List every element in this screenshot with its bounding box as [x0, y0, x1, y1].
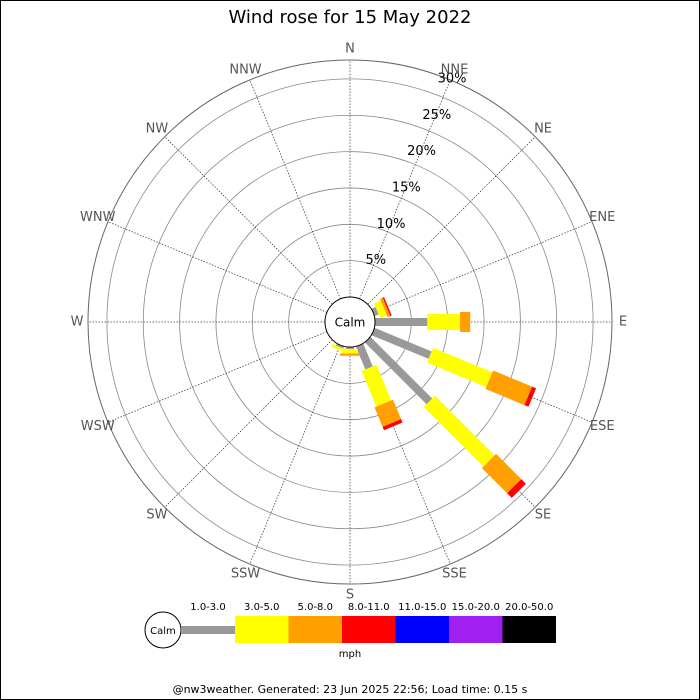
wind-segment [507, 479, 526, 498]
r-tick-label: 15% [392, 180, 421, 195]
wind-segment [374, 300, 387, 319]
direction-label: SE [535, 508, 551, 523]
footer: @nw3weather. Generated: 23 Jun 2025 22:5… [173, 683, 528, 696]
wind-segment [382, 419, 403, 431]
wind-segment [382, 297, 392, 317]
direction-label: WNW [80, 210, 116, 225]
wind-segment [374, 399, 402, 427]
wind-segment [485, 370, 533, 406]
wind-segment [331, 344, 347, 353]
r-tick-label: 30% [438, 71, 467, 86]
spoke [359, 79, 451, 300]
wind-segment [423, 395, 495, 467]
legend-swatch [181, 626, 235, 634]
spoke [249, 79, 341, 300]
spoke [107, 331, 328, 423]
legend-swatch [342, 616, 396, 643]
direction-label: WSW [81, 419, 115, 434]
direction-label: SSE [442, 567, 467, 582]
ring [106, 78, 594, 566]
wind-segment [524, 386, 537, 407]
direction-label: N [345, 42, 355, 57]
legend-label: 1.0-3.0 [190, 602, 225, 613]
ring [142, 114, 558, 530]
legend-label: 11.0-15.0 [398, 602, 446, 613]
legend-swatch [235, 616, 289, 643]
legend-swatch [288, 616, 342, 643]
wind-segment [427, 347, 493, 388]
direction-label: ESE [590, 419, 615, 434]
direction-label: NNW [229, 62, 261, 77]
legend-label: 5.0-8.0 [298, 602, 333, 613]
legend-swatch [395, 616, 449, 643]
spoke [164, 339, 333, 508]
wind-segment [371, 307, 379, 317]
calm-label: Calm [335, 316, 366, 330]
direction-label: NNE [441, 62, 469, 77]
spoke [372, 221, 593, 313]
r-tick-label: 25% [422, 108, 451, 123]
direction-label: E [619, 315, 627, 330]
r-tick-label: 5% [365, 253, 386, 268]
direction-label: ENE [589, 210, 615, 225]
calm-circle [324, 296, 376, 348]
legend-label: 8.0-11.0 [348, 602, 390, 613]
legend-swatch [502, 616, 556, 643]
chart-title: Wind rose for 15 May 2022 [229, 7, 472, 28]
direction-label: NE [534, 121, 552, 136]
r-tick-label: 10% [377, 217, 406, 232]
spoke [107, 221, 328, 313]
direction-label: SW [146, 508, 167, 523]
direction-label: NW [146, 121, 169, 136]
r-tick-label: 20% [407, 144, 436, 159]
wind-segment [371, 327, 432, 359]
wind-segment [355, 343, 373, 370]
legend-label: 3.0-5.0 [244, 602, 279, 613]
legend-swatch [449, 616, 503, 643]
spoke [164, 136, 333, 305]
wind-segment [481, 453, 522, 494]
wind-segment [361, 364, 392, 407]
spoke [249, 344, 341, 565]
direction-label: S [346, 588, 354, 603]
direction-label: SSW [231, 567, 261, 582]
legend-label: 20.0-50.0 [505, 602, 553, 613]
wind-segment [364, 336, 433, 405]
legend-calm-label: Calm [150, 626, 176, 637]
spoke [367, 136, 536, 305]
outer-ring [87, 59, 613, 585]
wind-segment [380, 297, 391, 318]
units-label: mph [339, 649, 361, 660]
direction-label: W [71, 315, 84, 330]
legend-label: 15.0-20.0 [452, 602, 500, 613]
